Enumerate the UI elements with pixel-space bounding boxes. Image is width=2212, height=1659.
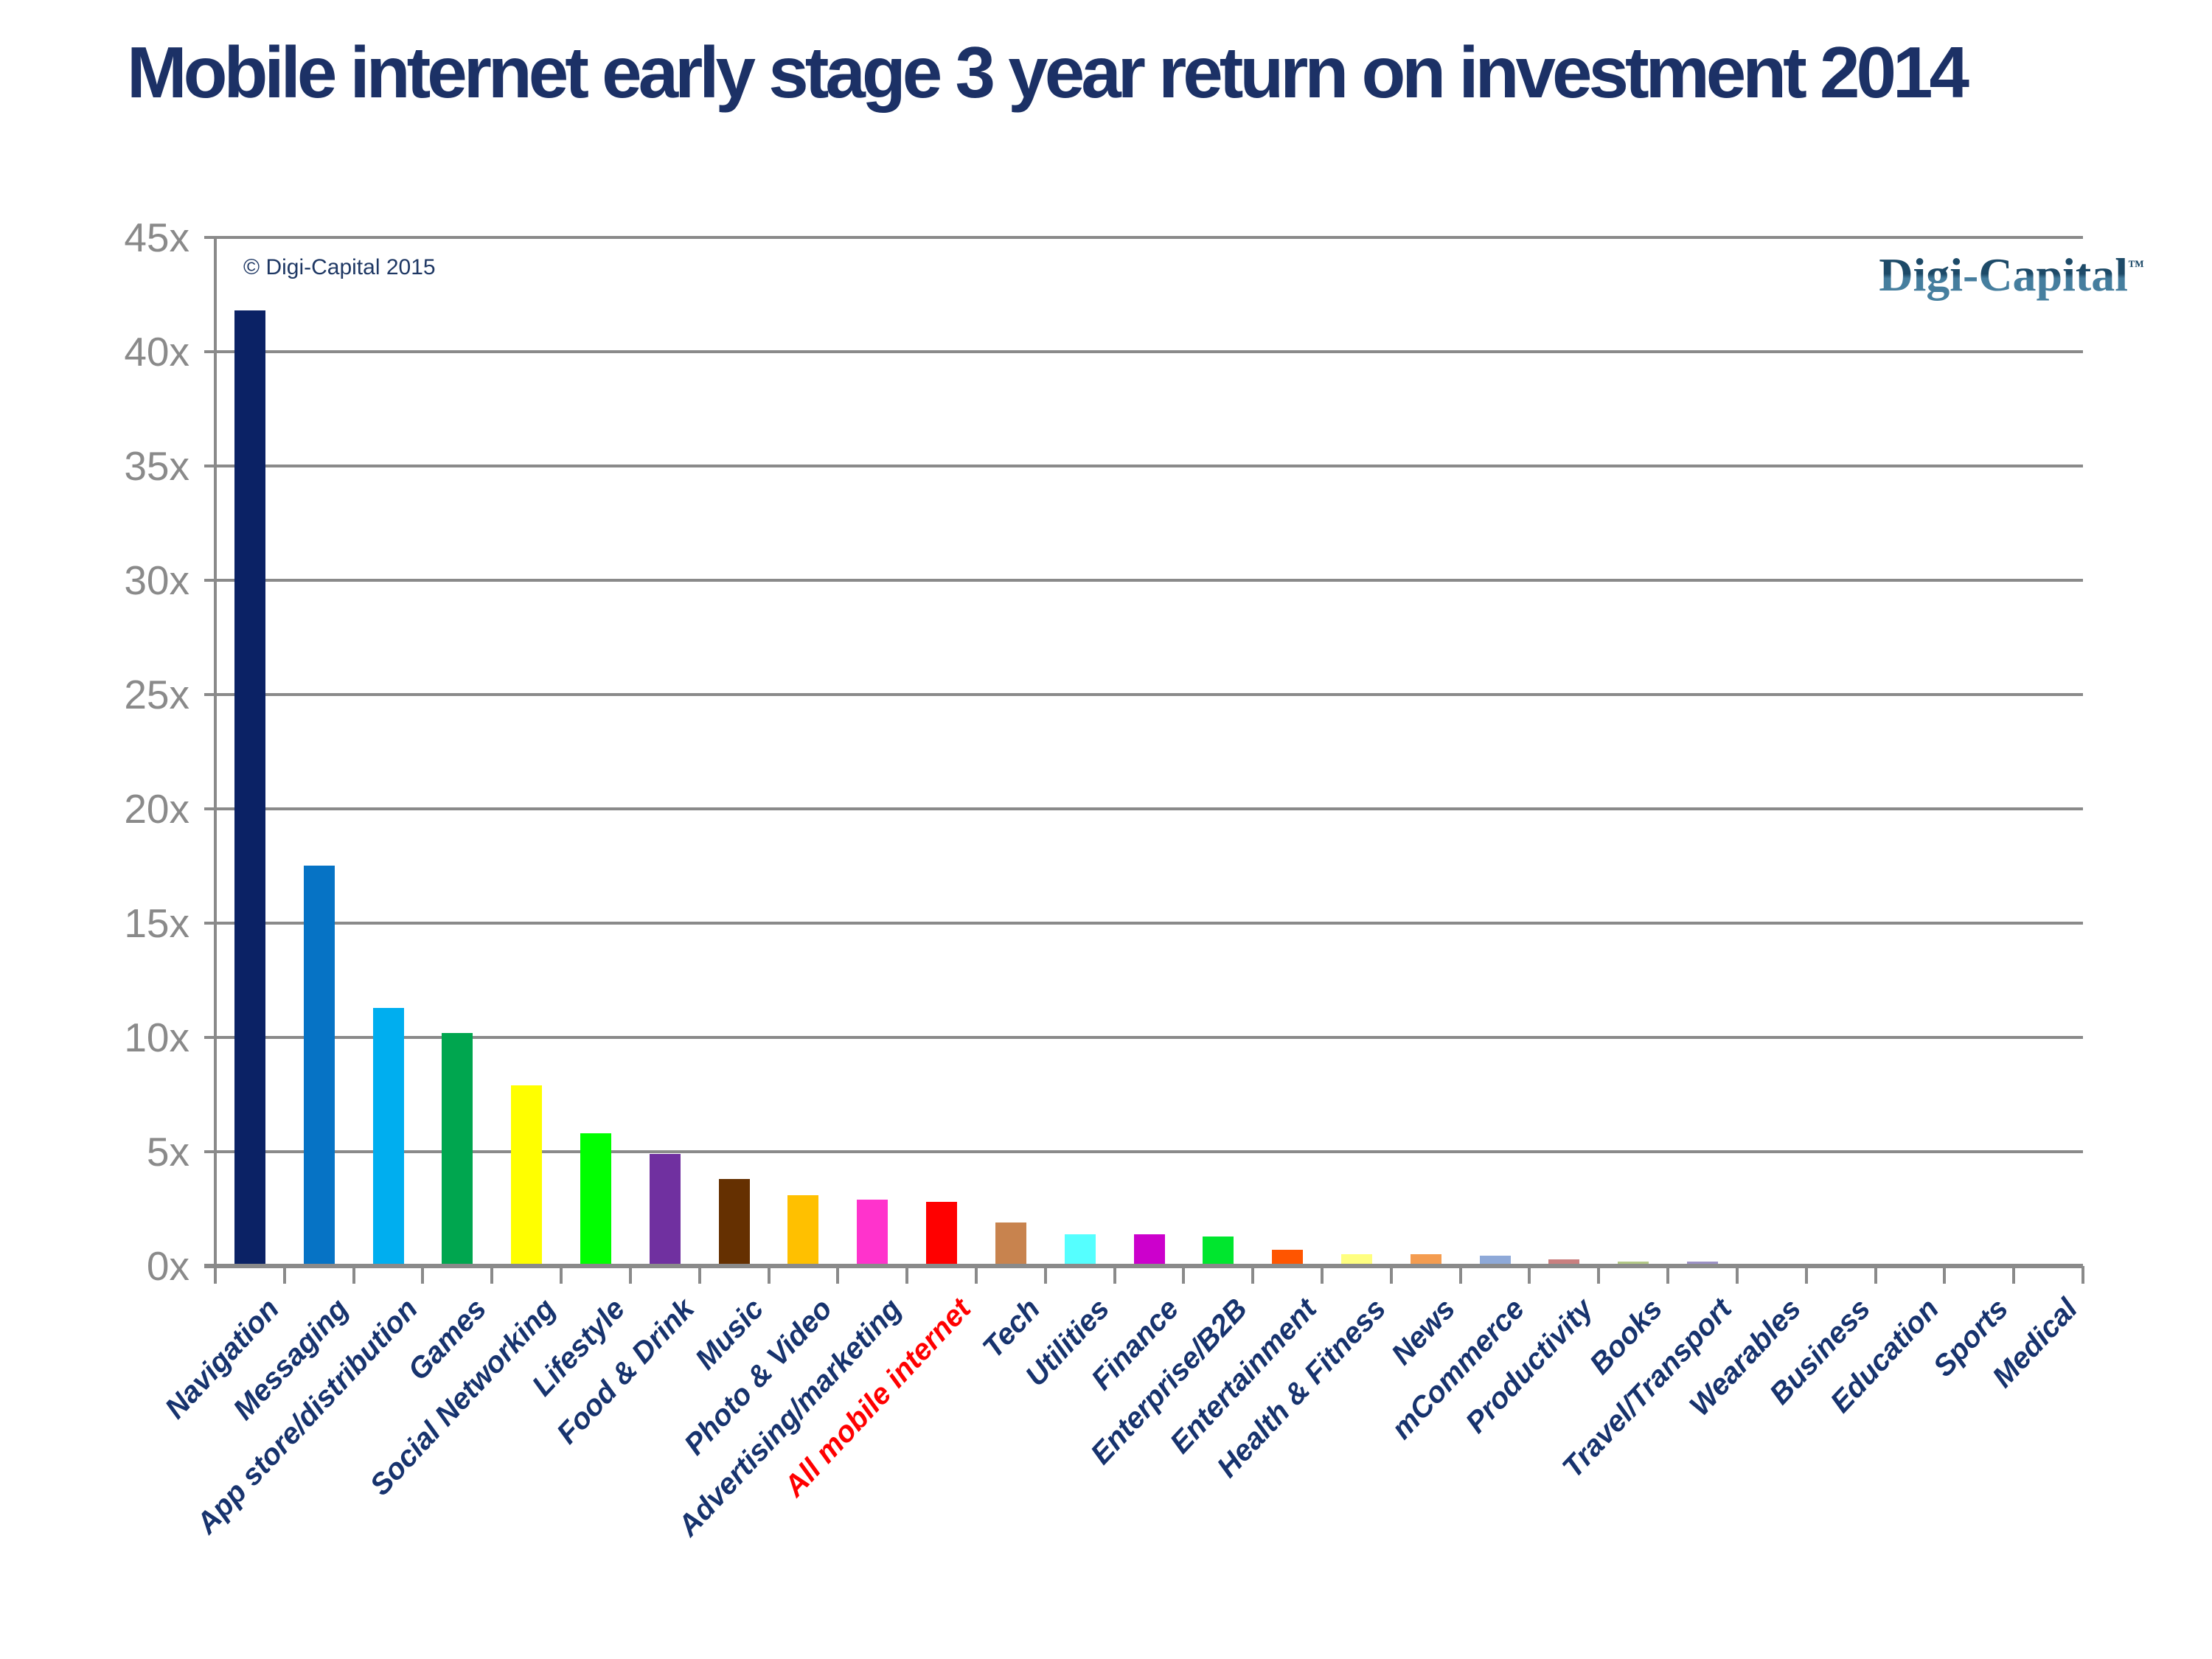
x-axis-line	[204, 1264, 2083, 1268]
x-axis-tick	[352, 1266, 355, 1284]
bar-all-mobile-internet	[926, 1202, 958, 1266]
gridline-45x	[204, 236, 2083, 239]
y-tick-label: 15x	[124, 900, 189, 946]
bar-navigation	[234, 310, 265, 1266]
gridline-10x	[204, 1036, 2083, 1039]
x-axis-tick	[1597, 1266, 1601, 1284]
y-tick-label: 0x	[146, 1243, 189, 1289]
x-axis-tick	[1389, 1266, 1393, 1284]
bar-app-store-distribution	[372, 1008, 404, 1266]
copyright-notice: © Digi-Capital 2015	[243, 255, 436, 279]
x-axis-tick	[2012, 1266, 2016, 1284]
x-axis-tick	[698, 1266, 701, 1284]
y-tick-label: 5x	[146, 1129, 189, 1175]
bar-photo-video	[787, 1195, 819, 1266]
y-tick-label: 35x	[124, 443, 189, 489]
gridline-35x	[204, 465, 2083, 467]
bar-tech	[995, 1222, 1026, 1266]
gridline-25x	[204, 693, 2083, 696]
x-axis-tick	[1251, 1266, 1255, 1284]
brand-logo-text: Digi-Capital	[1879, 248, 2128, 301]
x-axis-tick	[282, 1266, 286, 1284]
x-axis-tick	[421, 1266, 425, 1284]
gridline-20x	[204, 807, 2083, 810]
bar-productivity	[1548, 1259, 1580, 1266]
x-axis-tick	[1528, 1266, 1531, 1284]
x-axis-tick	[905, 1266, 909, 1284]
gridline-5x	[204, 1150, 2083, 1153]
bar-mcommerce	[1479, 1256, 1511, 1266]
bar-finance	[1133, 1234, 1165, 1266]
x-axis-tick	[560, 1266, 563, 1284]
x-axis-tick	[1043, 1266, 1047, 1284]
x-axis-tick	[1666, 1266, 1670, 1284]
bar-advertising-marketing	[857, 1200, 888, 1266]
x-axis-tick	[1874, 1266, 1877, 1284]
bar-entertainment	[1272, 1250, 1304, 1266]
bar-games	[442, 1033, 473, 1266]
bar-health-fitness	[1340, 1254, 1372, 1266]
x-axis-tick	[1113, 1266, 1116, 1284]
x-axis-tick	[1321, 1266, 1324, 1284]
bar-enterprise-b2b	[1203, 1237, 1234, 1266]
bar-utilities	[1064, 1234, 1096, 1266]
y-tick-label: 10x	[124, 1015, 189, 1060]
bar-messaging	[303, 866, 335, 1266]
y-tick-label: 20x	[124, 786, 189, 832]
y-tick-label: 30x	[124, 557, 189, 603]
x-axis-tick	[974, 1266, 978, 1284]
bar-lifestyle	[580, 1133, 611, 1266]
gridline-40x	[204, 350, 2083, 353]
x-axis-tick	[2081, 1266, 2084, 1284]
y-tick-label: 40x	[124, 329, 189, 375]
x-axis-tick	[1458, 1266, 1462, 1284]
x-axis-tick	[1943, 1266, 1947, 1284]
bar-music	[718, 1179, 750, 1266]
x-axis-tick	[490, 1266, 494, 1284]
x-axis-tick	[628, 1266, 632, 1284]
y-tick-label: 25x	[124, 672, 189, 717]
gridline-15x	[204, 922, 2083, 925]
bar-news	[1410, 1254, 1441, 1266]
gridline-30x	[204, 579, 2083, 582]
chart-title: Mobile internet early stage 3 year retur…	[127, 32, 1969, 113]
x-axis-tick	[1804, 1266, 1808, 1284]
x-axis-tick	[767, 1266, 771, 1284]
x-axis-tick	[1182, 1266, 1186, 1284]
y-tick-label: 45x	[124, 215, 189, 260]
y-axis-line	[214, 237, 217, 1284]
bar-social-networking	[511, 1085, 543, 1266]
brand-logo: Digi-Capital™	[1879, 248, 2144, 302]
bar-food-drink	[649, 1154, 681, 1266]
x-axis-tick	[836, 1266, 840, 1284]
x-axis-tick	[1735, 1266, 1739, 1284]
trademark-symbol: ™	[2128, 257, 2144, 275]
